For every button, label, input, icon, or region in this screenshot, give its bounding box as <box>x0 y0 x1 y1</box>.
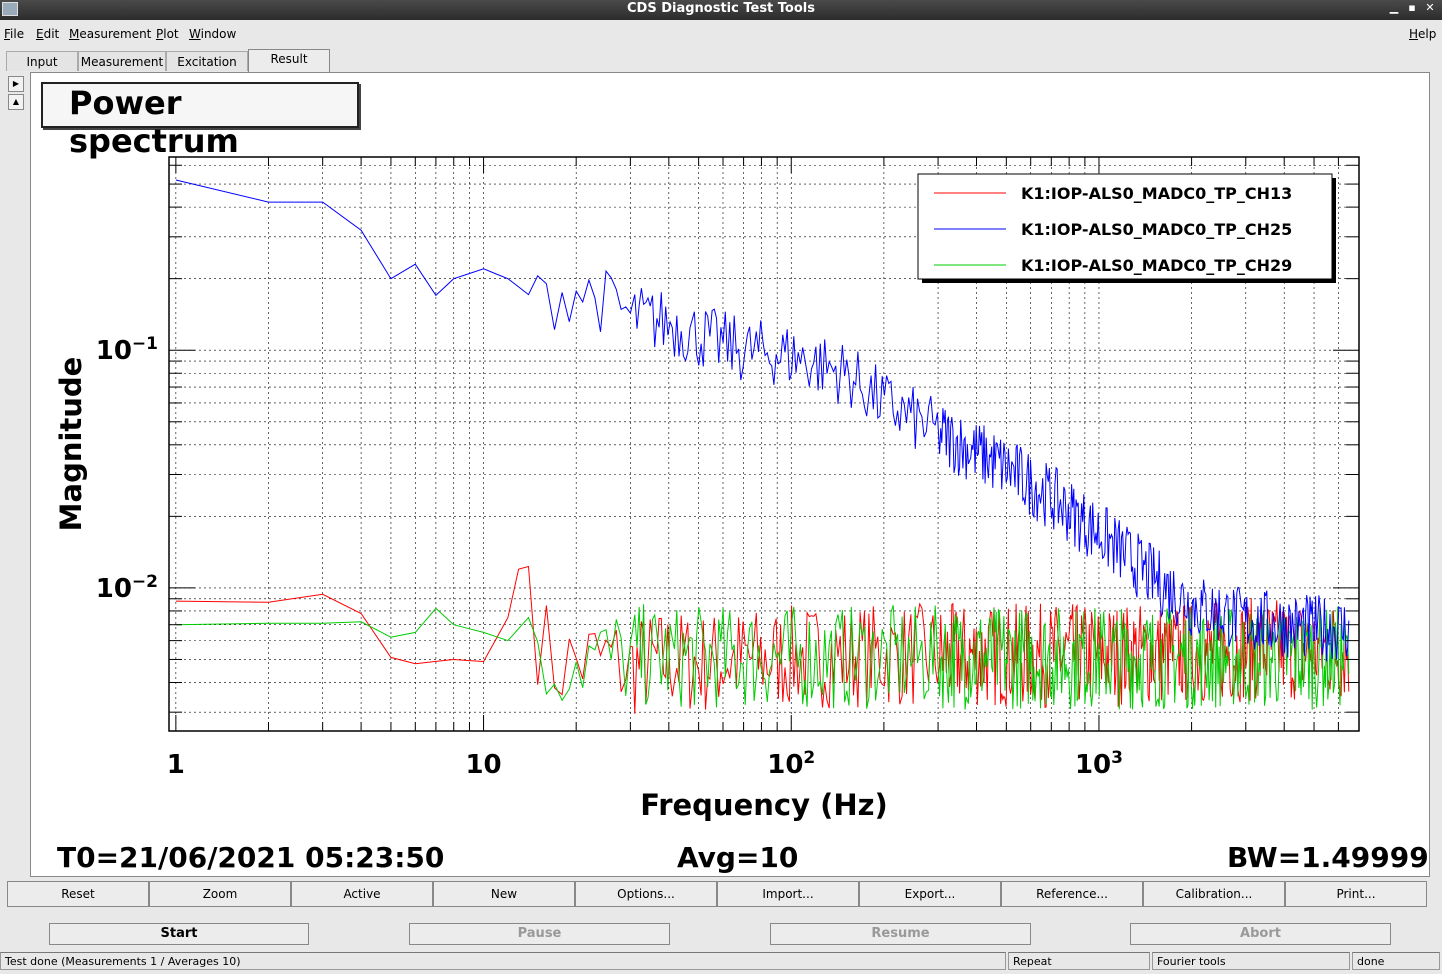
maximize-icon[interactable]: ▪ <box>1408 1 1416 14</box>
tab-measurement[interactable]: Measurement <box>78 51 166 71</box>
status-fourier: Fourier tools <box>1152 952 1350 970</box>
x-tick-label: 103 <box>1075 748 1123 780</box>
legend-box <box>917 173 1333 280</box>
x-axis-label: Frequency (Hz) <box>640 788 888 822</box>
active-button[interactable]: Active <box>291 881 433 907</box>
minimize-icon[interactable]: ▁ <box>1389 1 1399 14</box>
menu-help[interactable]: Help <box>1409 27 1437 41</box>
menu-measurement[interactable]: Measurement <box>69 27 152 41</box>
legend-label: K1:IOP-ALS0_MADC0_TP_CH25 <box>1021 220 1292 239</box>
expand-right-icon[interactable]: ▶ <box>8 76 24 92</box>
t0-readout: T0=21/06/2021 05:23:50 <box>57 841 445 874</box>
window-title: CDS Diagnostic Test Tools <box>626 1 815 16</box>
start-button[interactable]: Start <box>49 923 309 945</box>
status-message: Test done (Measurements 1 / Averages 10) <box>0 952 1006 970</box>
calibration-button[interactable]: Calibration... <box>1143 881 1285 907</box>
y-tick-label: 10−2 <box>96 572 158 604</box>
x-tick-label: 1 <box>167 750 185 780</box>
status-bar: Test done (Measurements 1 / Averages 10)… <box>0 952 1442 974</box>
menu-file[interactable]: File <box>4 27 25 41</box>
options-button[interactable]: Options... <box>575 881 717 907</box>
series-line-2 <box>175 179 1350 662</box>
tab-result[interactable]: Result <box>248 49 330 73</box>
x-tick-label: 10 <box>465 750 501 780</box>
zoom-button[interactable]: Zoom <box>149 881 291 907</box>
app-icon <box>2 2 18 16</box>
x-tick-label: 102 <box>767 748 815 780</box>
bw-readout: BW=1.49999 <box>1227 841 1429 874</box>
new-button[interactable]: New <box>433 881 575 907</box>
plot-pane[interactable]: Power spectrum 1 10 102 103 10−2 10−1 Frequen… <box>30 72 1430 877</box>
tab-excitation[interactable]: Excitation <box>166 51 248 71</box>
menu-plot[interactable]: Plot <box>156 27 179 41</box>
reset-button[interactable]: Reset <box>7 881 149 907</box>
y-tick-label: 10−1 <box>96 334 158 366</box>
pause-button[interactable]: Pause <box>409 923 670 945</box>
reference-button[interactable]: Reference... <box>1001 881 1143 907</box>
resume-button[interactable]: Resume <box>770 923 1031 945</box>
avg-readout: Avg=10 <box>677 841 799 874</box>
plot-frame <box>168 156 1360 732</box>
plot-title: Power spectrum <box>41 82 359 160</box>
status-repeat: Repeat <box>1008 952 1150 970</box>
side-strip: ▶ ▲ <box>0 72 30 877</box>
export-button[interactable]: Export... <box>859 881 1001 907</box>
window-titlebar: CDS Diagnostic Test Tools ▁ ▪ ✕ <box>0 0 1442 20</box>
series-layer <box>175 179 1350 714</box>
y-axis-label: Magnitude <box>54 357 88 532</box>
axis-ticks: 1 10 102 103 10−2 10−1 <box>96 157 1360 780</box>
power-spectrum-chart[interactable]: 1 10 102 103 10−2 10−1 Frequency (Hz) Magnitu… <box>31 73 1429 833</box>
menu-bar: File Edit Measurement Plot Window Help <box>0 22 1442 46</box>
print-button[interactable]: Print... <box>1285 881 1427 907</box>
series-line-3 <box>175 604 1350 710</box>
status-state: done <box>1352 952 1440 970</box>
menu-edit[interactable]: Edit <box>36 27 60 41</box>
abort-button[interactable]: Abort <box>1130 923 1391 945</box>
legend-label: K1:IOP-ALS0_MADC0_TP_CH13 <box>1021 184 1292 203</box>
legend-label: K1:IOP-ALS0_MADC0_TP_CH29 <box>1021 256 1292 275</box>
menu-window[interactable]: Window <box>189 27 237 41</box>
tab-input[interactable]: Input <box>6 51 78 71</box>
close-icon[interactable]: ✕ <box>1425 1 1435 14</box>
import-button[interactable]: Import... <box>717 881 859 907</box>
collapse-up-icon[interactable]: ▲ <box>8 94 24 110</box>
chart-legend: K1:IOP-ALS0_MADC0_TP_CH13 K1:IOP-ALS0_MAD… <box>917 173 1336 283</box>
